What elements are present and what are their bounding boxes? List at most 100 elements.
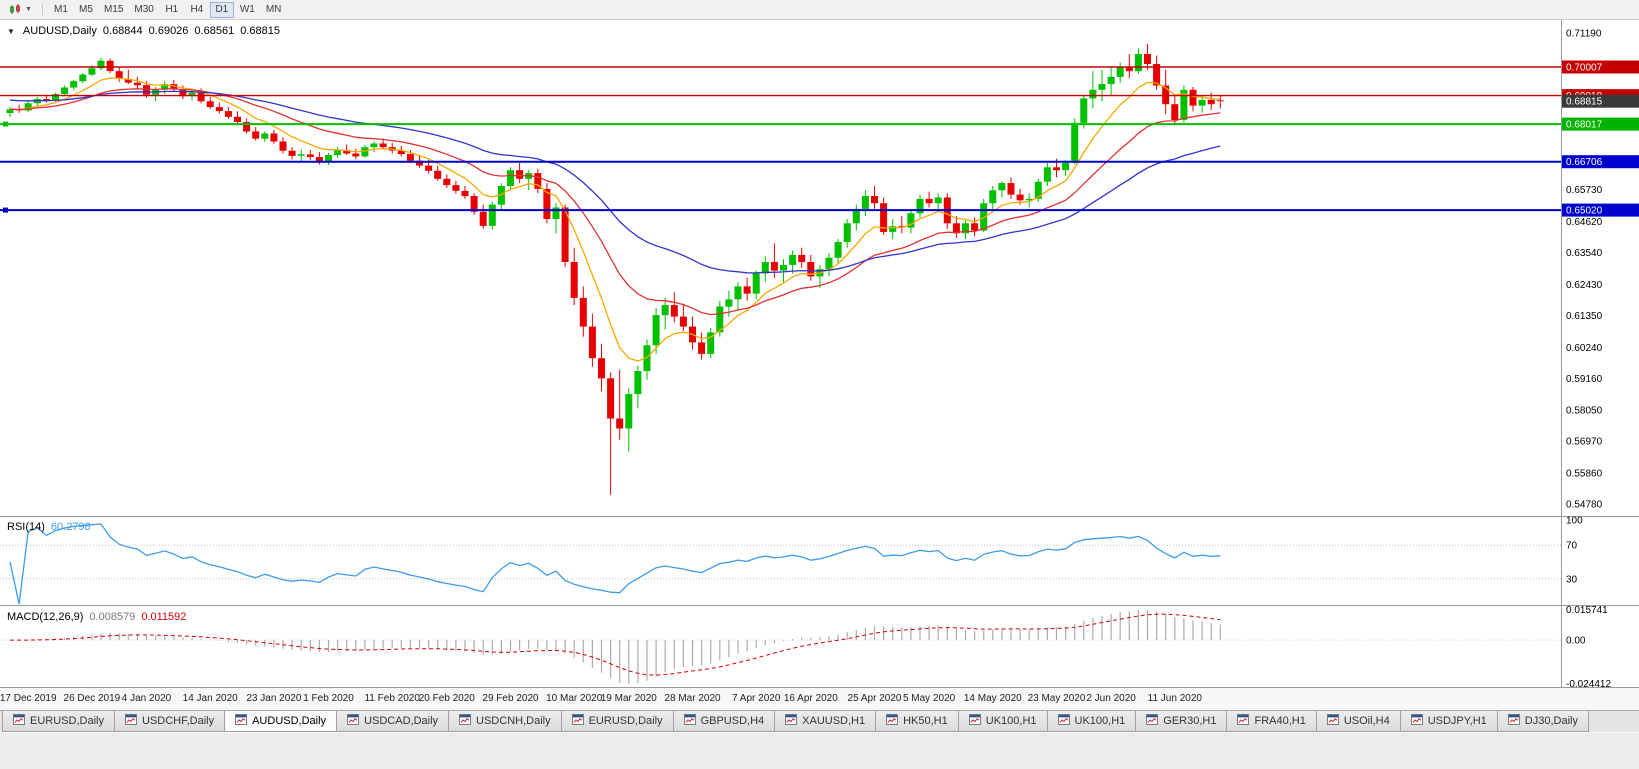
- chart-tab-uk100-h1[interactable]: UK100,H1: [957, 711, 1048, 732]
- macd-histogram: [18, 610, 1221, 684]
- chart-tab-ger30-h1[interactable]: GER30,H1: [1135, 711, 1228, 732]
- mini-chart-icon: [785, 714, 798, 728]
- svg-text:0.65730: 0.65730: [1566, 185, 1603, 196]
- chart-title: ▼ AUDUSD,Daily 0.68844 0.69026 0.68561 0…: [7, 25, 280, 37]
- chart-tab-hk50-h1[interactable]: HK50,H1: [875, 711, 959, 732]
- status-bar: [0, 732, 1639, 769]
- mini-chart-icon: [683, 714, 696, 728]
- chart-tab-audusd-daily[interactable]: AUDUSD,Daily: [224, 711, 338, 732]
- chart-tab-usdcnh-daily[interactable]: USDCNH,Daily: [448, 711, 562, 732]
- mini-chart-icon: [1507, 714, 1520, 728]
- mini-chart-icon: [1410, 714, 1423, 728]
- svg-text:11 Jun 2020: 11 Jun 2020: [1148, 693, 1203, 704]
- chart-tab-label: EURUSD,Daily: [588, 715, 663, 727]
- line-handle[interactable]: [3, 207, 8, 213]
- svg-text:14 Jan 2020: 14 Jan 2020: [183, 693, 238, 704]
- candlestick-chart-icon: [10, 4, 20, 14]
- chart-tab-fra40-h1[interactable]: FRA40,H1: [1226, 711, 1317, 732]
- chart-tab-label: USDCNH,Daily: [476, 715, 551, 727]
- ohlc-open-value: 0.68844: [102, 25, 143, 37]
- chart-tab-eurusd-daily[interactable]: EURUSD,Daily: [2, 711, 115, 732]
- svg-text:29 Feb 2020: 29 Feb 2020: [482, 693, 539, 704]
- svg-text:0.68017: 0.68017: [1566, 120, 1603, 131]
- chart-tab-uk100-h1[interactable]: UK100,H1: [1046, 711, 1137, 732]
- mini-chart-icon: [886, 714, 899, 728]
- chart-tab-label: USDJPY,H1: [1427, 715, 1487, 727]
- svg-text:0.66706: 0.66706: [1566, 157, 1603, 168]
- svg-text:19 Mar 2020: 19 Mar 2020: [601, 693, 658, 704]
- timeframe-button-H1[interactable]: H1: [160, 2, 184, 18]
- chart-tab-label: UK100,H1: [1074, 715, 1126, 727]
- ohlc-high-value: 0.69026: [148, 25, 189, 37]
- chart-tab-usoil-h4[interactable]: USOil,H4: [1315, 711, 1401, 732]
- chart-tab-label: AUDUSD,Daily: [252, 715, 327, 727]
- chart-symbol-label: AUDUSD,Daily: [22, 25, 97, 37]
- mini-chart-icon: [1146, 714, 1159, 728]
- chart-tab-label: UK100,H1: [985, 715, 1037, 727]
- date-axis-strip: [0, 688, 1639, 710]
- svg-text:23 May 2020: 23 May 2020: [1028, 693, 1086, 704]
- chart-tab-label: USDCHF,Daily: [141, 715, 215, 727]
- macd-signal-line: [10, 613, 1221, 676]
- svg-text:0.65020: 0.65020: [1566, 206, 1603, 217]
- svg-text:70: 70: [1566, 541, 1578, 552]
- mini-chart-icon: [968, 714, 981, 728]
- chart-tab-gbpusd-h4[interactable]: GBPUSD,H4: [672, 711, 776, 732]
- svg-text:0.56970: 0.56970: [1566, 437, 1603, 448]
- svg-text:30: 30: [1566, 574, 1578, 585]
- rsi-value: 60.2798: [50, 521, 91, 533]
- svg-text:0.63540: 0.63540: [1566, 248, 1603, 259]
- svg-text:16 Apr 2020: 16 Apr 2020: [784, 693, 838, 704]
- chart-tab-label: XAUUSD,H1: [802, 715, 866, 727]
- mini-chart-icon: [124, 714, 137, 728]
- macd-indicator-label: MACD(12,26,9) 0.008579 0.011592: [7, 611, 186, 623]
- mini-chart-icon: [459, 714, 472, 728]
- mini-chart-icon: [1057, 714, 1070, 728]
- chart-tab-label: GBPUSD,H4: [700, 715, 765, 727]
- svg-text:0.60240: 0.60240: [1566, 343, 1603, 354]
- svg-text:0.70007: 0.70007: [1566, 62, 1603, 73]
- chart-tab-label: USOil,H4: [1343, 715, 1390, 727]
- svg-text:0.61350: 0.61350: [1566, 311, 1603, 322]
- chart-tab-label: USDCAD,Daily: [364, 715, 439, 727]
- chart-window: 100 70 30 0.015741 0.00 -0.024412 0.71190 0.657…: [0, 20, 1639, 710]
- svg-text:0.71190: 0.71190: [1566, 29, 1602, 40]
- svg-text:23 Jan 2020: 23 Jan 2020: [246, 693, 301, 704]
- rsi-line: [9, 523, 1221, 605]
- timeframe-button-M30[interactable]: M30: [129, 2, 158, 18]
- chart-tab-label: HK50,H1: [903, 715, 948, 727]
- svg-text:10 Mar 2020: 10 Mar 2020: [546, 693, 603, 704]
- timeframe-button-H4[interactable]: H4: [185, 2, 209, 18]
- rsi-name: RSI(14): [7, 521, 45, 533]
- chart-tab-label: EURUSD,Daily: [30, 715, 104, 727]
- ohlc-low-value: 0.68561: [194, 25, 235, 37]
- svg-text:0.59160: 0.59160: [1566, 374, 1603, 385]
- svg-text:20 Feb 2020: 20 Feb 2020: [419, 693, 476, 704]
- timeframe-button-D1[interactable]: D1: [209, 1, 234, 18]
- ohlc-close-value: 0.68815: [240, 25, 280, 37]
- chart-tab-xauusd-h1[interactable]: XAUUSD,H1: [774, 711, 877, 732]
- timeframe-button-MN[interactable]: MN: [261, 2, 287, 18]
- chart-tab-label: GER30,H1: [1163, 715, 1217, 727]
- chart-tab-usdcad-daily[interactable]: USDCAD,Daily: [336, 711, 450, 732]
- mini-chart-icon: [235, 714, 248, 728]
- mini-chart-icon: [1237, 714, 1250, 728]
- collapse-arrow-icon[interactable]: ▼: [7, 26, 15, 36]
- chart-tab-usdchf-daily[interactable]: USDCHF,Daily: [113, 711, 226, 732]
- timeframe-button-M5[interactable]: M5: [74, 2, 98, 18]
- mini-chart-icon: [1326, 714, 1339, 728]
- price-badge-0.68815: [1562, 94, 1639, 108]
- price-badge-0.65020: [1562, 203, 1639, 217]
- chart-tab-eurusd-daily[interactable]: EURUSD,Daily: [560, 711, 674, 732]
- line-handle[interactable]: [3, 121, 8, 127]
- svg-text:0.55860: 0.55860: [1566, 469, 1603, 480]
- chart-tab-dj30-daily[interactable]: DJ30,Daily: [1496, 711, 1589, 732]
- chart-canvas[interactable]: 100 70 30 0.015741 0.00 -0.024412 0.71190 0.657…: [0, 20, 1639, 710]
- chart-type-button[interactable]: ▼: [4, 1, 36, 18]
- timeframe-button-W1[interactable]: W1: [235, 2, 260, 18]
- svg-text:4 Jan 2020: 4 Jan 2020: [122, 693, 172, 704]
- svg-text:14 May 2020: 14 May 2020: [964, 693, 1022, 704]
- chart-tab-usdjpy-h1[interactable]: USDJPY,H1: [1399, 711, 1498, 732]
- timeframe-button-M15[interactable]: M15: [99, 2, 128, 18]
- timeframe-button-M1[interactable]: M1: [49, 2, 73, 18]
